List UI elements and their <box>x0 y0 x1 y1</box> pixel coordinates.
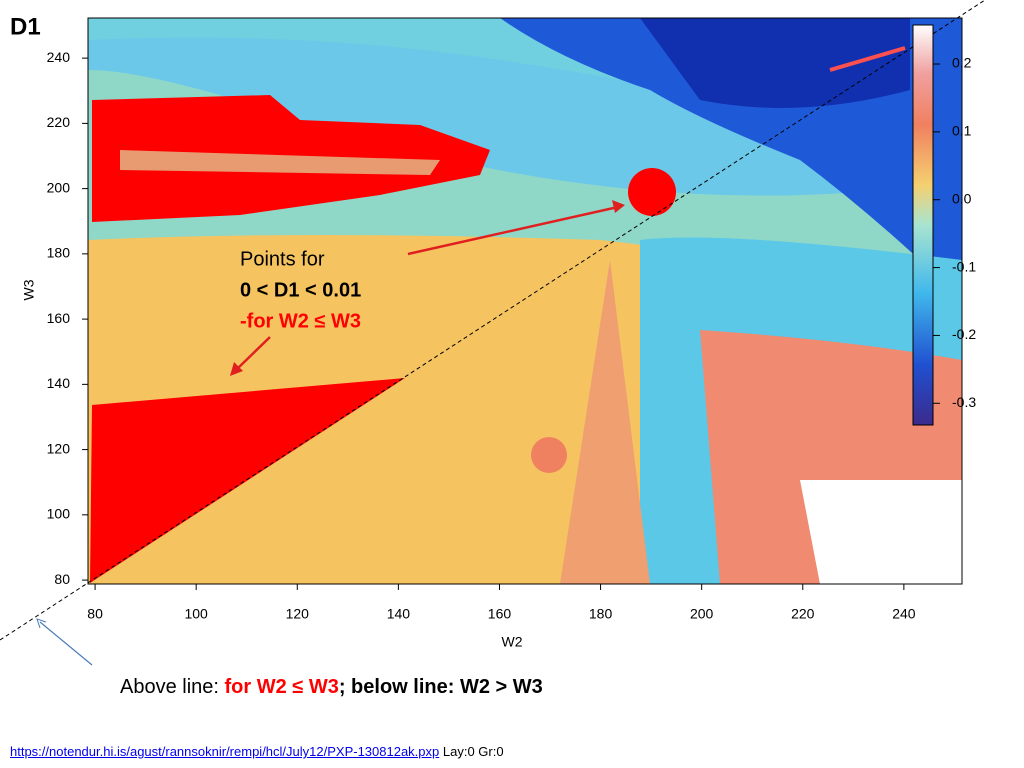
y-tick-label: 80 <box>54 571 70 587</box>
chart: D1 W2 W3 Points for 0 < D1 < 0.01 -for W… <box>0 0 986 666</box>
colorbar-tick-label: 0.2 <box>952 55 972 71</box>
y-tick-label: 140 <box>47 375 71 391</box>
y-tick-label: 220 <box>47 114 71 130</box>
footer: https://notendur.hi.is/agust/rannsoknir/… <box>10 744 504 759</box>
arrow-head <box>612 200 625 213</box>
x-tick-label: 220 <box>791 606 815 622</box>
caption-text: for W2 ≤ W3 <box>224 676 339 698</box>
y-axis-label: W3 <box>21 279 37 300</box>
caption: Above line: for W2 ≤ W3; below line: W2 … <box>120 676 543 699</box>
arrow <box>407 205 619 256</box>
y-tick-label: 160 <box>47 310 71 326</box>
colorbar-tick-label: 0.0 <box>952 190 972 206</box>
y-tick-label: 120 <box>47 440 71 456</box>
plot-frame <box>87 17 963 585</box>
caption-text: ; below line: W2 > W3 <box>338 676 543 698</box>
heatmap-field <box>88 18 962 584</box>
annotation: -for W2 ≤ W3 <box>240 310 361 332</box>
x-tick-label: 160 <box>488 606 512 622</box>
annotation: 0 < D1 < 0.01 <box>240 279 361 301</box>
arrow-head <box>230 362 243 376</box>
chart-title: D1 <box>10 13 41 40</box>
x-tick-label: 140 <box>387 606 411 622</box>
source-link[interactable]: https://notendur.hi.is/agust/rannsoknir/… <box>10 744 440 759</box>
x-tick-label: 120 <box>286 606 310 622</box>
colorbar-tick-label: 0.1 <box>952 123 972 139</box>
caption-text: Above line: <box>120 676 225 698</box>
y-tick-label: 180 <box>47 245 71 261</box>
arrow-head <box>36 618 47 629</box>
x-tick-label: 240 <box>892 606 916 622</box>
y-tick-label: 240 <box>47 49 71 65</box>
colorbar <box>912 24 934 426</box>
annotation: Points for <box>240 248 325 270</box>
x-tick-label: 80 <box>87 606 103 622</box>
arrow <box>235 336 271 371</box>
colorbar-tick-label: -0.1 <box>952 258 976 274</box>
x-tick-label: 180 <box>589 606 613 622</box>
arrow <box>39 621 93 666</box>
x-tick-label: 100 <box>184 606 208 622</box>
axes: 80 100 120 140 160 180 200 220 240 80 100 120 140 160… <box>47 49 977 622</box>
x-axis-label: W2 <box>502 634 523 650</box>
footer-note: Lay:0 Gr:0 <box>442 744 504 759</box>
y-tick-label: 100 <box>47 506 71 522</box>
colorbar-tick-label: -0.2 <box>952 326 976 342</box>
y-tick-label: 200 <box>47 179 71 195</box>
x-tick-label: 200 <box>690 606 714 622</box>
colorbar-tick-label: -0.3 <box>952 394 976 410</box>
